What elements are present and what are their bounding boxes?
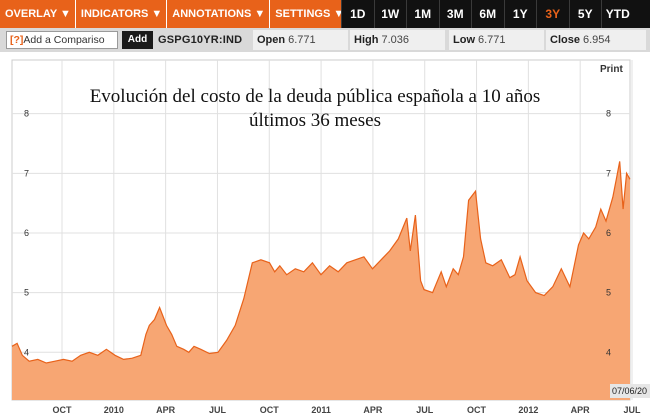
low-stat: Low 6.771 (449, 30, 544, 50)
menu-indicators[interactable]: INDICATORS ▼ (76, 0, 168, 28)
print-button[interactable]: Print (600, 64, 623, 75)
x-tick-label: 2010 (104, 405, 124, 415)
y-tick-label-left: 5 (24, 288, 29, 298)
x-tick-label: 2012 (518, 405, 538, 415)
range-button-1d[interactable]: 1D (341, 0, 374, 28)
close-value: 6.954 (582, 34, 611, 46)
y-tick-label-left: 7 (24, 168, 29, 178)
menu-overlay[interactable]: OVERLAY ▼ (0, 0, 76, 28)
high-stat: High 7.036 (350, 30, 445, 50)
x-tick-label: OCT (53, 405, 73, 415)
quote-strip: [?]Add a Compariso Add GSPG10YR:IND Open… (0, 28, 650, 52)
y-tick-label-right: 6 (606, 228, 611, 238)
x-tick-label: OCT (467, 405, 487, 415)
add-compare-button[interactable]: Add (122, 31, 153, 49)
low-value: 6.771 (478, 34, 506, 46)
y-tick-label-left: 4 (24, 347, 29, 357)
range-button-1w[interactable]: 1W (373, 0, 407, 28)
low-label: Low (453, 34, 475, 46)
x-tick-label: JUL (416, 405, 434, 415)
compare-placeholder: Add a Compariso (23, 34, 105, 46)
help-icon[interactable]: [?] (10, 34, 24, 46)
x-tick-label: JUL (209, 405, 227, 415)
x-tick-label: 2011 (311, 405, 331, 415)
open-label: Open (257, 34, 286, 46)
range-button-6m[interactable]: 6M (471, 0, 504, 28)
chart-subtitle: últimos 36 meses (249, 110, 381, 131)
close-label: Close (550, 34, 580, 46)
toolbar-menus: OVERLAY ▼ INDICATORS ▼ ANNOTATIONS ▼ SETTIN… (0, 0, 344, 28)
y-tick-label-left: 6 (24, 228, 29, 238)
x-tick-label: JUL (623, 405, 641, 415)
open-value: 6.771 (288, 34, 316, 46)
menu-settings[interactable]: SETTINGS ▼ (275, 8, 345, 20)
y-tick-label-right: 5 (606, 288, 611, 298)
range-button-5y[interactable]: 5Y (568, 0, 602, 28)
y-tick-label-left: 8 (24, 109, 29, 119)
compare-input[interactable]: [?]Add a Compariso (6, 31, 118, 49)
ticker-symbol: GSPG10YR:IND (158, 34, 243, 46)
range-button-3m[interactable]: 3M (438, 0, 472, 28)
menu-annotations[interactable]: ANNOTATIONS ▼ (167, 0, 271, 28)
area-fill (12, 161, 630, 400)
range-selector: 1D 1W 1M 3M 6M 1Y 3Y 5Y YTD (341, 0, 634, 28)
range-button-3y[interactable]: 3Y (536, 0, 569, 28)
x-tick-label: APR (363, 405, 383, 415)
high-label: High (354, 34, 379, 46)
range-button-1m[interactable]: 1M (406, 0, 439, 28)
x-tick-label: OCT (260, 405, 280, 415)
close-stat: Close 6.954 (546, 30, 646, 50)
series-line (11, 161, 631, 364)
range-button-1y[interactable]: 1Y (503, 0, 537, 28)
range-button-ytd[interactable]: YTD (601, 0, 634, 28)
open-stat: Open 6.771 (253, 30, 348, 50)
high-value: 7.036 (381, 34, 409, 46)
date-stamp: 07/06/20 (610, 384, 650, 398)
y-tick-label-right: 7 (606, 168, 611, 178)
chart-title: Evolución del costo de la deuda pública … (89, 86, 541, 107)
chart-toolbar: OVERLAY ▼ INDICATORS ▼ ANNOTATIONS ▼ SETTIN… (0, 0, 650, 28)
yield-area-chart: OCT 2010 APR JUL OCT 2011 APR JUL OCT 2012 APR JUL 4… (11, 59, 641, 415)
y-tick-label-right: 8 (606, 109, 611, 119)
y-tick-label-right: 4 (606, 347, 611, 357)
x-tick-label: APR (156, 405, 176, 415)
x-tick-label: APR (571, 405, 591, 415)
